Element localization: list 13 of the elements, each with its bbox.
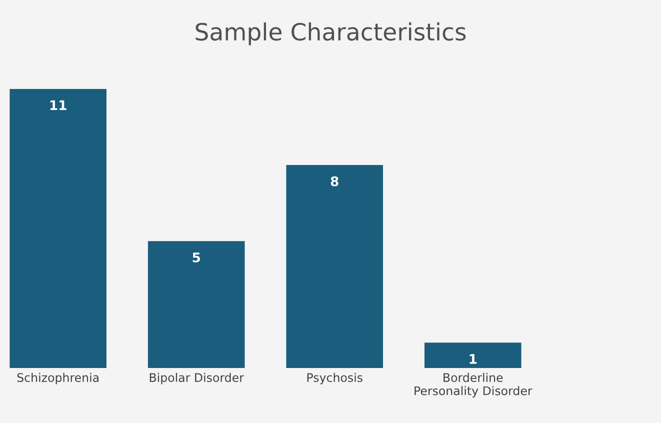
data-label: 8 [330, 176, 338, 186]
bar [286, 164, 384, 368]
x-tick-label: Bipolar Disorder [150, 372, 244, 384]
bar [10, 88, 106, 368]
x-tick-label: Psychosis [307, 372, 362, 384]
data-label: 11 [50, 100, 66, 110]
x-tick-label: Borderline Personality Disorder [414, 372, 532, 398]
bar [424, 342, 522, 368]
x-tick-label: Schizophrenia [17, 372, 98, 384]
bar [148, 241, 245, 368]
data-label: 1 [470, 354, 477, 364]
data-label: 5 [192, 252, 200, 262]
chart-title: Sample Characteristics [196, 22, 466, 46]
